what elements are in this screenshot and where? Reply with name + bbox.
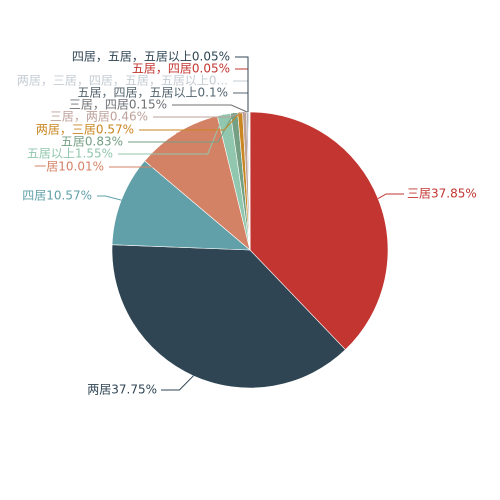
pie-label-10: 两居，三居，四居，五居，五居以上0... <box>17 74 228 88</box>
pie-leader-line-2 <box>97 195 122 201</box>
pie-leader-line-11 <box>235 68 249 112</box>
pie-labels: 三居37.85% 两居37.75% 四居10.57% 一居10.01%五居以上1.55… <box>17 50 477 397</box>
pie-leader-line-1 <box>161 375 194 391</box>
pie-label-2: 四居10.57% <box>22 189 92 203</box>
pie-leader-line-12 <box>235 56 249 112</box>
pie-leader-line-3 <box>109 132 178 168</box>
pie-label-7: 三居，两居0.46% <box>50 110 148 124</box>
pie-label-5: 五居0.83% <box>61 135 123 149</box>
pie-label-11: 五居，四居0.05% <box>132 62 230 76</box>
pie-leader-line-6 <box>139 112 241 131</box>
pie-label-0: 三居37.85% <box>407 187 477 201</box>
pie-label-3: 一居10.01% <box>34 160 104 174</box>
pie-slices <box>111 111 389 389</box>
pie-leader-line-4 <box>118 114 225 155</box>
pie-leader-line-0 <box>377 193 404 200</box>
pie-label-8: 三居，四居0.15% <box>69 98 167 112</box>
pie-leader-line-10 <box>233 80 249 112</box>
pie-label-12: 四居，五居，五居以上0.05% <box>72 50 230 64</box>
pie-label-4: 五居以上1.55% <box>27 147 113 161</box>
pie-label-6: 两居，三居0.57% <box>36 123 134 137</box>
pie-label-9: 五居，四居，五居以上0.1% <box>78 86 229 100</box>
pie-leader-line-8 <box>172 104 248 113</box>
pie-label-1: 两居37.75% <box>87 383 157 397</box>
pie-slice-0[interactable] <box>249 111 389 351</box>
pie-leader-line-5 <box>128 112 235 143</box>
pie-leader-line-7 <box>153 111 245 118</box>
